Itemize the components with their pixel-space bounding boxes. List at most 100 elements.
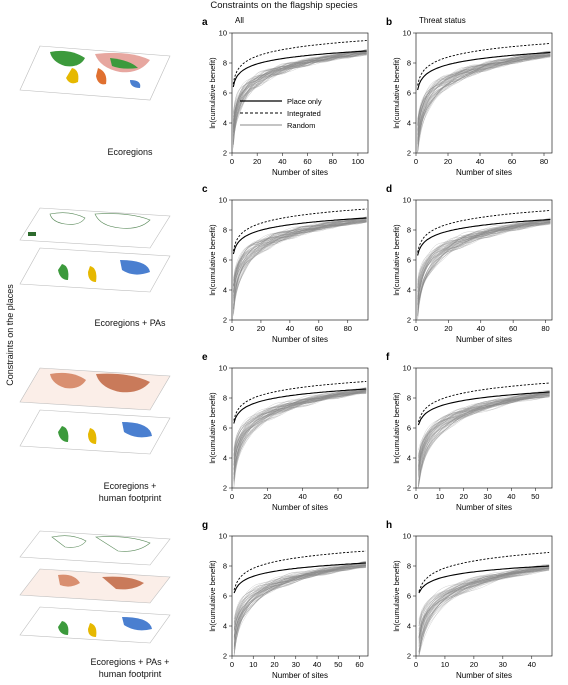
y-tick-label: 8 bbox=[407, 59, 411, 68]
y-tick-label: 10 bbox=[219, 364, 227, 373]
random-series-line bbox=[418, 390, 550, 476]
panel-letter: b bbox=[386, 17, 392, 28]
y-tick-label: 2 bbox=[223, 149, 227, 158]
y-axis-label: ln(cumulative benefit) bbox=[208, 224, 217, 296]
random-series-line bbox=[417, 55, 551, 146]
random-series-line bbox=[418, 393, 550, 488]
panel-letter: h bbox=[386, 520, 392, 531]
plot-frame bbox=[415, 535, 553, 657]
y-tick-label: 2 bbox=[407, 149, 411, 158]
row-label-line: human footprint bbox=[98, 669, 162, 679]
place-only-series-line bbox=[417, 51, 551, 91]
panel-letter: f bbox=[386, 352, 390, 363]
random-series-line bbox=[233, 50, 367, 127]
y-tick-label: 6 bbox=[223, 256, 227, 265]
place-only-series-line bbox=[233, 388, 367, 424]
x-tick-label: 80 bbox=[541, 324, 549, 333]
plot-frame bbox=[231, 367, 369, 489]
row-label-ecoregions-footprint: Ecoregions + human footprint bbox=[55, 480, 205, 504]
map-illustration-ecoregions-pas-footprint bbox=[19, 530, 171, 644]
panel-letter: a bbox=[202, 17, 208, 28]
y-tick-label: 4 bbox=[223, 286, 227, 295]
plot-frame bbox=[231, 199, 369, 321]
random-series-line bbox=[233, 54, 367, 143]
random-series-line bbox=[417, 55, 551, 125]
panel-letter: g bbox=[202, 520, 208, 531]
chart-panel-d: 0 20 40 60 80 2 4 6 8 10 Number of sites ln(cumulat… bbox=[386, 184, 553, 344]
random-series-line bbox=[233, 392, 367, 481]
random-series-line bbox=[418, 568, 550, 627]
random-series-line bbox=[233, 219, 367, 309]
random-series-line bbox=[233, 218, 367, 281]
y-tick-label: 2 bbox=[223, 652, 227, 661]
x-tick-label: 40 bbox=[313, 660, 321, 669]
random-series-line bbox=[417, 221, 551, 299]
legend-label: Random bbox=[287, 121, 315, 130]
y-tick-label: 4 bbox=[223, 622, 227, 631]
x-tick-label: 80 bbox=[540, 157, 548, 166]
y-tick-label: 2 bbox=[407, 652, 411, 661]
x-tick-label: 40 bbox=[507, 492, 515, 501]
x-tick-label: 20 bbox=[444, 324, 452, 333]
x-tick-label: 10 bbox=[249, 660, 257, 669]
random-series-line bbox=[418, 391, 550, 485]
random-series-line bbox=[417, 221, 551, 288]
random-series-line bbox=[233, 567, 366, 640]
random-series-line bbox=[233, 220, 367, 297]
x-tick-label: 40 bbox=[477, 324, 485, 333]
y-axis-label: ln(cumulative benefit) bbox=[392, 57, 401, 129]
x-tick-label: 60 bbox=[303, 157, 311, 166]
panel-letter: d bbox=[386, 184, 392, 195]
random-series-line bbox=[418, 566, 550, 624]
x-axis-label: Number of sites bbox=[456, 671, 512, 680]
random-series-line bbox=[418, 567, 550, 642]
integrated-series-line bbox=[417, 382, 550, 423]
x-tick-label: 50 bbox=[531, 492, 539, 501]
y-tick-label: 10 bbox=[219, 29, 227, 38]
x-tick-label: 50 bbox=[334, 660, 342, 669]
chart-panel-e: 0 20 40 60 2 4 6 8 10 Number of sites ln(cumulativ… bbox=[202, 352, 369, 512]
random-series-line bbox=[233, 51, 367, 129]
random-series-line bbox=[233, 564, 366, 656]
x-tick-label: 0 bbox=[414, 660, 418, 669]
random-series-line bbox=[233, 49, 367, 138]
random-series-line bbox=[418, 568, 550, 626]
random-series-line bbox=[417, 56, 551, 154]
y-axis-label: ln(cumulative benefit) bbox=[208, 560, 217, 632]
x-axis-label: Number of sites bbox=[456, 503, 512, 512]
integrated-series-line bbox=[417, 210, 551, 253]
place-only-series-line bbox=[417, 218, 551, 256]
y-tick-label: 2 bbox=[223, 484, 227, 493]
panel-letter: c bbox=[202, 184, 208, 195]
x-tick-label: 0 bbox=[414, 324, 418, 333]
y-tick-label: 8 bbox=[223, 226, 227, 235]
y-tick-label: 6 bbox=[407, 592, 411, 601]
x-axis-label: Number of sites bbox=[272, 671, 328, 680]
random-series-line bbox=[233, 561, 366, 649]
x-tick-label: 0 bbox=[230, 492, 234, 501]
integrated-series-line bbox=[233, 381, 367, 421]
random-series-line bbox=[417, 56, 551, 141]
y-tick-label: 2 bbox=[407, 316, 411, 325]
random-series-line bbox=[418, 395, 550, 468]
integrated-series-line bbox=[417, 43, 551, 86]
row-label-line: Ecoregions bbox=[107, 147, 153, 157]
y-axis-label: ln(cumulative benefit) bbox=[392, 560, 401, 632]
y-tick-label: 4 bbox=[407, 454, 411, 463]
y-tick-label: 4 bbox=[407, 286, 411, 295]
random-series-line bbox=[417, 51, 551, 135]
random-series-line bbox=[233, 218, 367, 286]
random-series-line bbox=[417, 51, 551, 127]
x-tick-label: 10 bbox=[441, 660, 449, 669]
y-tick-label: 10 bbox=[403, 196, 411, 205]
random-series-line bbox=[417, 219, 551, 315]
y-tick-label: 4 bbox=[407, 119, 411, 128]
panel-column-title: All bbox=[235, 16, 244, 25]
chart-panel-g: 0 10 20 30 40 50 60 2 4 6 8 10 Number of sites ln(cum… bbox=[202, 520, 369, 680]
map-illustration-ecoregions-footprint bbox=[19, 367, 171, 455]
x-tick-label: 0 bbox=[230, 157, 234, 166]
random-series-line bbox=[233, 392, 367, 480]
y-tick-label: 8 bbox=[407, 562, 411, 571]
x-axis-label: Number of sites bbox=[456, 335, 512, 344]
x-tick-label: 20 bbox=[253, 157, 261, 166]
